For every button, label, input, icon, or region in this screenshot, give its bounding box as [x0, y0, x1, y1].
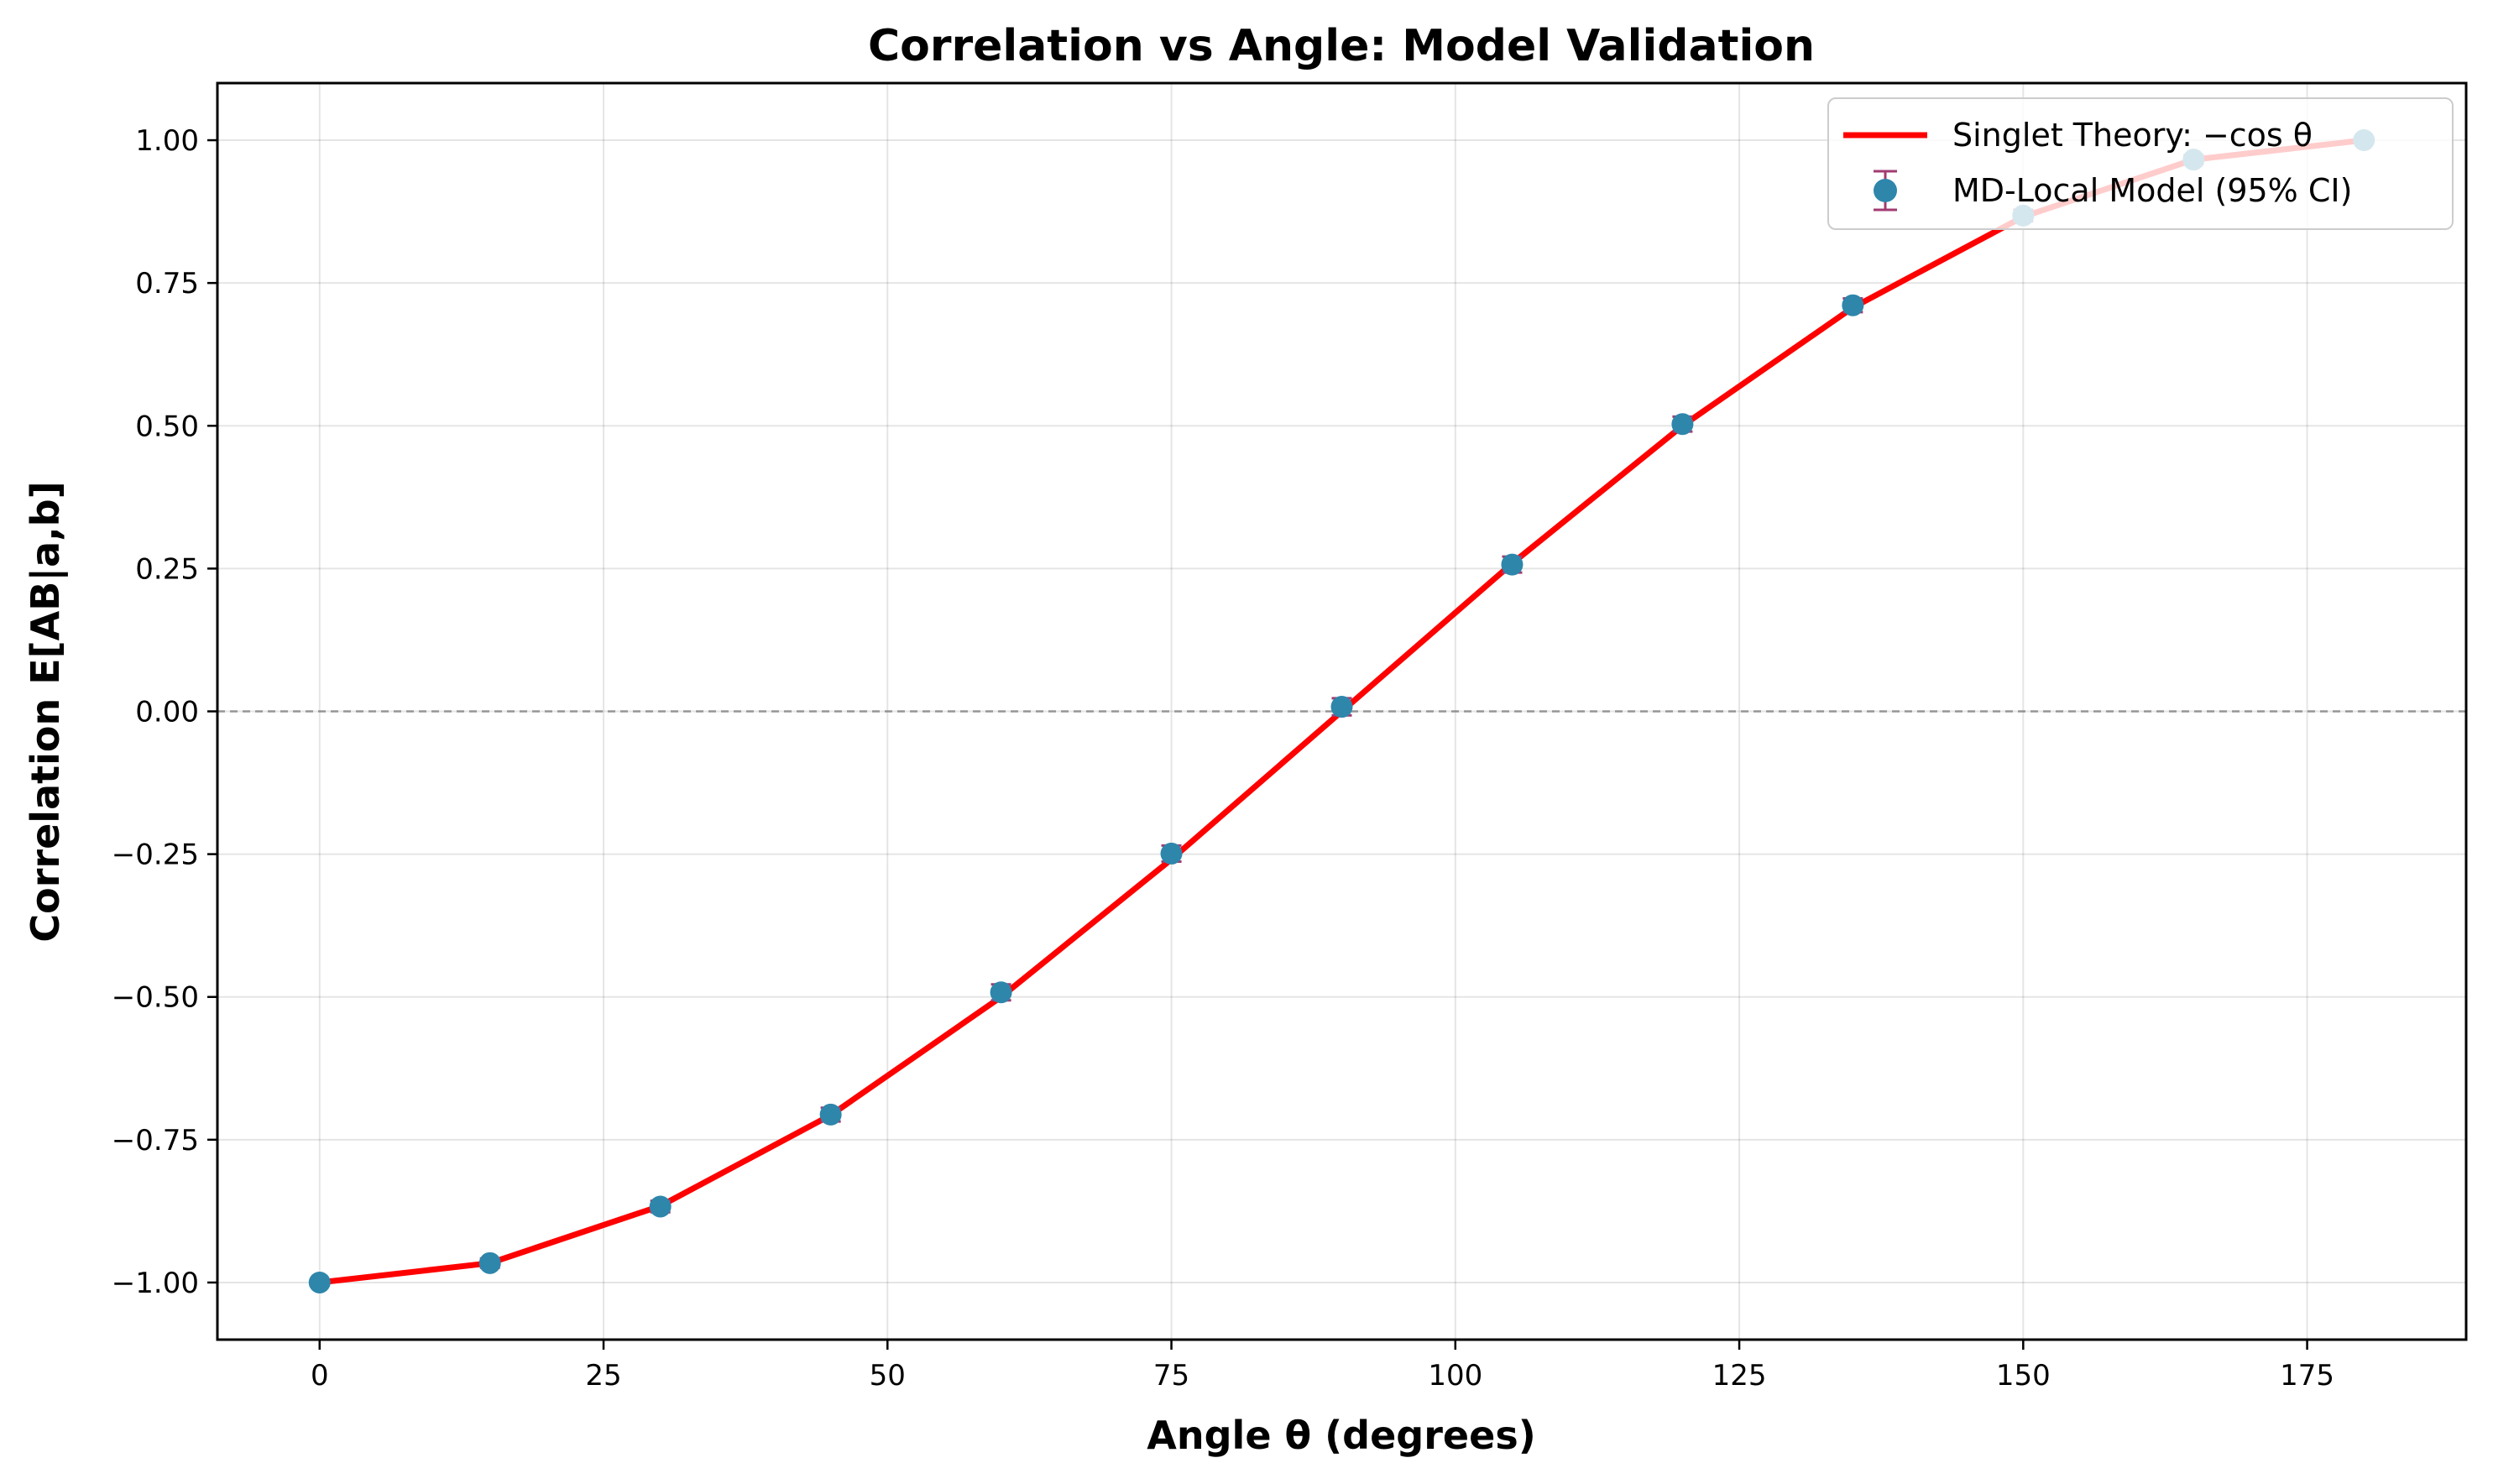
model-point: [1501, 553, 1524, 576]
x-tick-label: 25: [585, 1359, 621, 1393]
y-tick-label: 0.25: [135, 552, 199, 586]
plot-frame: [216, 81, 2468, 1341]
x-tick-label: 50: [870, 1359, 906, 1393]
x-tick-label: 175: [2280, 1359, 2334, 1393]
legend-errorbar-swatch: [1874, 170, 1897, 212]
x-tick-label: 150: [1996, 1359, 2051, 1393]
x-tick-label: 75: [1153, 1359, 1189, 1393]
y-axis-ticks: 1.00 0.75 0.50 0.25 0.00 −0.25 −0.50 −0.75 −1.00: [112, 124, 217, 1300]
model-point: [990, 981, 1012, 1004]
y-tick-label: −0.25: [112, 839, 199, 872]
chart-title: Correlation vs Angle: Model Validation: [868, 21, 1815, 71]
x-tick-label: 125: [1712, 1359, 1767, 1393]
y-tick-label: 0.00: [135, 696, 199, 729]
x-tick-label: 0: [311, 1359, 329, 1393]
legend-label-model: MD-Local Model (95% CI): [1952, 172, 2352, 209]
model-point: [308, 1271, 331, 1293]
model-point: [1671, 413, 1694, 436]
y-axis-label: Correlation E[AB|a,b]: [23, 481, 69, 942]
legend-label-theory: Singlet Theory: −cos θ: [1952, 117, 2313, 154]
model-point: [649, 1195, 672, 1218]
y-tick-label: −0.75: [112, 1124, 199, 1157]
model-point: [819, 1103, 842, 1126]
y-tick-label: −0.50: [112, 981, 199, 1015]
model-point: [1842, 294, 1864, 316]
x-axis-label: Angle θ (degrees): [1147, 1413, 1535, 1458]
x-axis-ticks: 0 25 50 75 100 125 150 175: [311, 1340, 2334, 1393]
legend: Singlet Theory: −cos θ MD-Local Model (9…: [1827, 97, 2454, 230]
legend-box: [1827, 97, 2454, 230]
model-point: [1330, 696, 1353, 718]
y-tick-label: 0.75: [135, 267, 199, 300]
y-tick-label: 0.50: [135, 410, 199, 443]
y-tick-label: 1.00: [135, 124, 199, 158]
x-tick-label: 100: [1428, 1359, 1482, 1393]
model-point: [478, 1251, 501, 1274]
model-point: [1160, 842, 1183, 865]
y-tick-label: −1.00: [112, 1267, 199, 1300]
